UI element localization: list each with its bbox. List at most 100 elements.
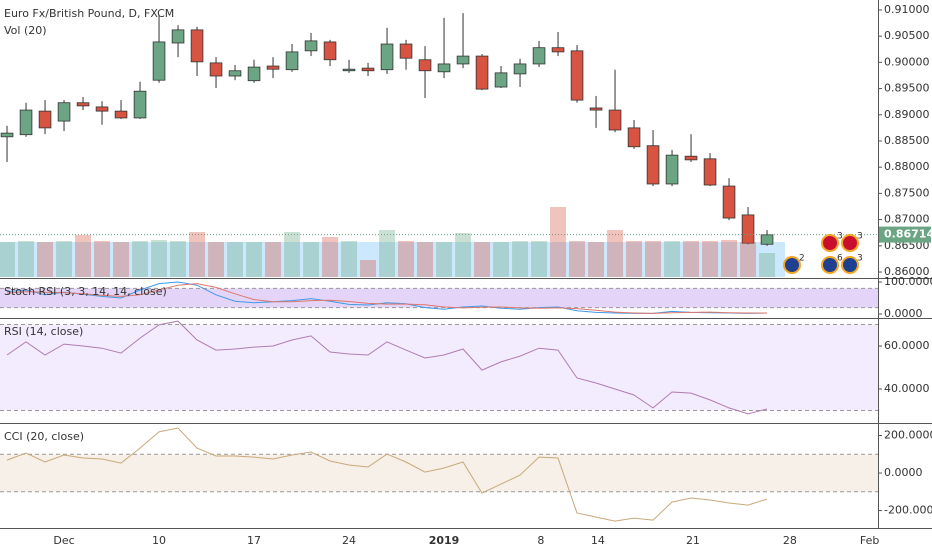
candle-body — [76, 102, 90, 107]
candle-body — [532, 47, 546, 65]
marks: 0.860000.865000.870000.875000.880000.885… — [0, 3, 932, 547]
event-icon — [783, 256, 801, 274]
y-tick-label: 0.0000 — [884, 307, 923, 320]
volume-bar — [0, 242, 16, 277]
candle-body — [304, 40, 318, 52]
candle-body — [380, 43, 394, 71]
candle-body — [418, 59, 432, 72]
candle-body — [570, 50, 584, 101]
band-fill — [0, 288, 878, 308]
candle-body — [323, 41, 337, 61]
candle-body — [266, 65, 280, 70]
candle-body — [0, 132, 14, 138]
y-tick-label: 0.0000 — [884, 466, 923, 479]
volume-bar — [360, 260, 377, 277]
x-tick-label: Dec — [53, 534, 74, 547]
volume-bar — [493, 242, 510, 277]
volume-bar — [246, 242, 263, 277]
volume-bar — [189, 232, 206, 277]
pane-title: Stoch RSI (3, 3, 14, 14, close) — [4, 285, 167, 298]
candle-body — [228, 70, 242, 77]
event-count: 6 — [837, 254, 843, 264]
indicator-line — [6, 427, 768, 522]
volume-bar — [759, 253, 776, 277]
y-tick-label: 0.90000 — [884, 55, 930, 68]
y-tick-label: -200.0000 — [884, 504, 932, 517]
pane-title: CCI (20, close) — [4, 430, 84, 443]
indicator-line — [6, 320, 768, 415]
y-tick-label: 0.86000 — [884, 265, 930, 278]
volume-bar — [265, 242, 282, 277]
volume-bar — [474, 242, 491, 277]
volume-bar — [56, 241, 73, 277]
candle-body — [456, 55, 470, 65]
y-tick-label: 0.88500 — [884, 134, 930, 147]
x-tick-label: 8 — [537, 534, 544, 547]
volume-bar — [208, 242, 225, 277]
volume-bar — [607, 230, 624, 277]
y-tick-label: 100.0000 — [884, 275, 932, 288]
y-tick-label: 0.90500 — [884, 29, 930, 42]
candle-body — [741, 214, 755, 244]
volume-bar — [683, 241, 700, 277]
volume-bar — [170, 241, 187, 277]
volume-bar — [18, 241, 35, 277]
candle-body — [361, 67, 375, 72]
volume-bar — [227, 242, 244, 277]
chart-title: Euro Fx/British Pound, D, FXCM — [4, 7, 174, 20]
volume-bar — [455, 233, 472, 277]
band-fill — [0, 454, 878, 492]
candle-body — [114, 110, 128, 119]
band-fill — [0, 324, 878, 411]
candle-body — [494, 72, 508, 88]
candle-body — [760, 234, 774, 245]
x-tick-label: 17 — [247, 534, 261, 547]
volume-overlay — [0, 242, 785, 277]
volume-bar — [664, 241, 681, 277]
candle-body — [703, 158, 717, 186]
x-tick-label: 2019 — [429, 534, 460, 547]
pane-title: RSI (14, close) — [4, 325, 83, 338]
y-tick-label: 0.89500 — [884, 82, 930, 95]
candle-body — [551, 47, 565, 53]
pane-title: Vol (20) — [4, 24, 47, 37]
volume-bar — [322, 237, 339, 277]
candle-body — [171, 29, 185, 44]
y-tick-label: 0.91000 — [884, 3, 930, 16]
candle-body — [342, 68, 356, 72]
event-icon — [841, 256, 859, 274]
event-icon — [821, 234, 839, 252]
volume-bar — [151, 240, 168, 277]
y-tick-label: 200.0000 — [884, 429, 932, 442]
x-tick-label: 10 — [152, 534, 166, 547]
y-tick-label: 0.87500 — [884, 186, 930, 199]
candle-body — [38, 110, 52, 129]
candle-body — [722, 185, 736, 219]
x-tick-label: Feb — [860, 534, 879, 547]
candle-body — [627, 127, 641, 148]
candle-body — [665, 154, 679, 185]
volume-bar — [94, 241, 111, 277]
volume-bar — [721, 240, 738, 277]
candle-body — [190, 29, 204, 63]
volume-bar — [37, 242, 54, 277]
volume-bar — [645, 241, 662, 277]
x-tick-label: 28 — [783, 534, 797, 547]
candle-body — [513, 63, 527, 75]
y-tick-label: 60.0000 — [884, 339, 930, 352]
event-icon — [841, 234, 859, 252]
candle-body — [19, 109, 33, 136]
volume-bar — [113, 242, 130, 277]
volume-bar — [341, 241, 358, 277]
candle-body — [684, 155, 698, 161]
volume-bar — [417, 242, 434, 277]
last-price-box — [879, 226, 931, 243]
volume-bar — [588, 242, 605, 277]
volume-bar — [303, 242, 320, 277]
volume-bar — [702, 241, 719, 277]
y-tick-label: 0.88000 — [884, 160, 930, 173]
x-tick-label: 24 — [342, 534, 356, 547]
candle-body — [437, 63, 451, 73]
event-count: 3 — [837, 232, 843, 242]
